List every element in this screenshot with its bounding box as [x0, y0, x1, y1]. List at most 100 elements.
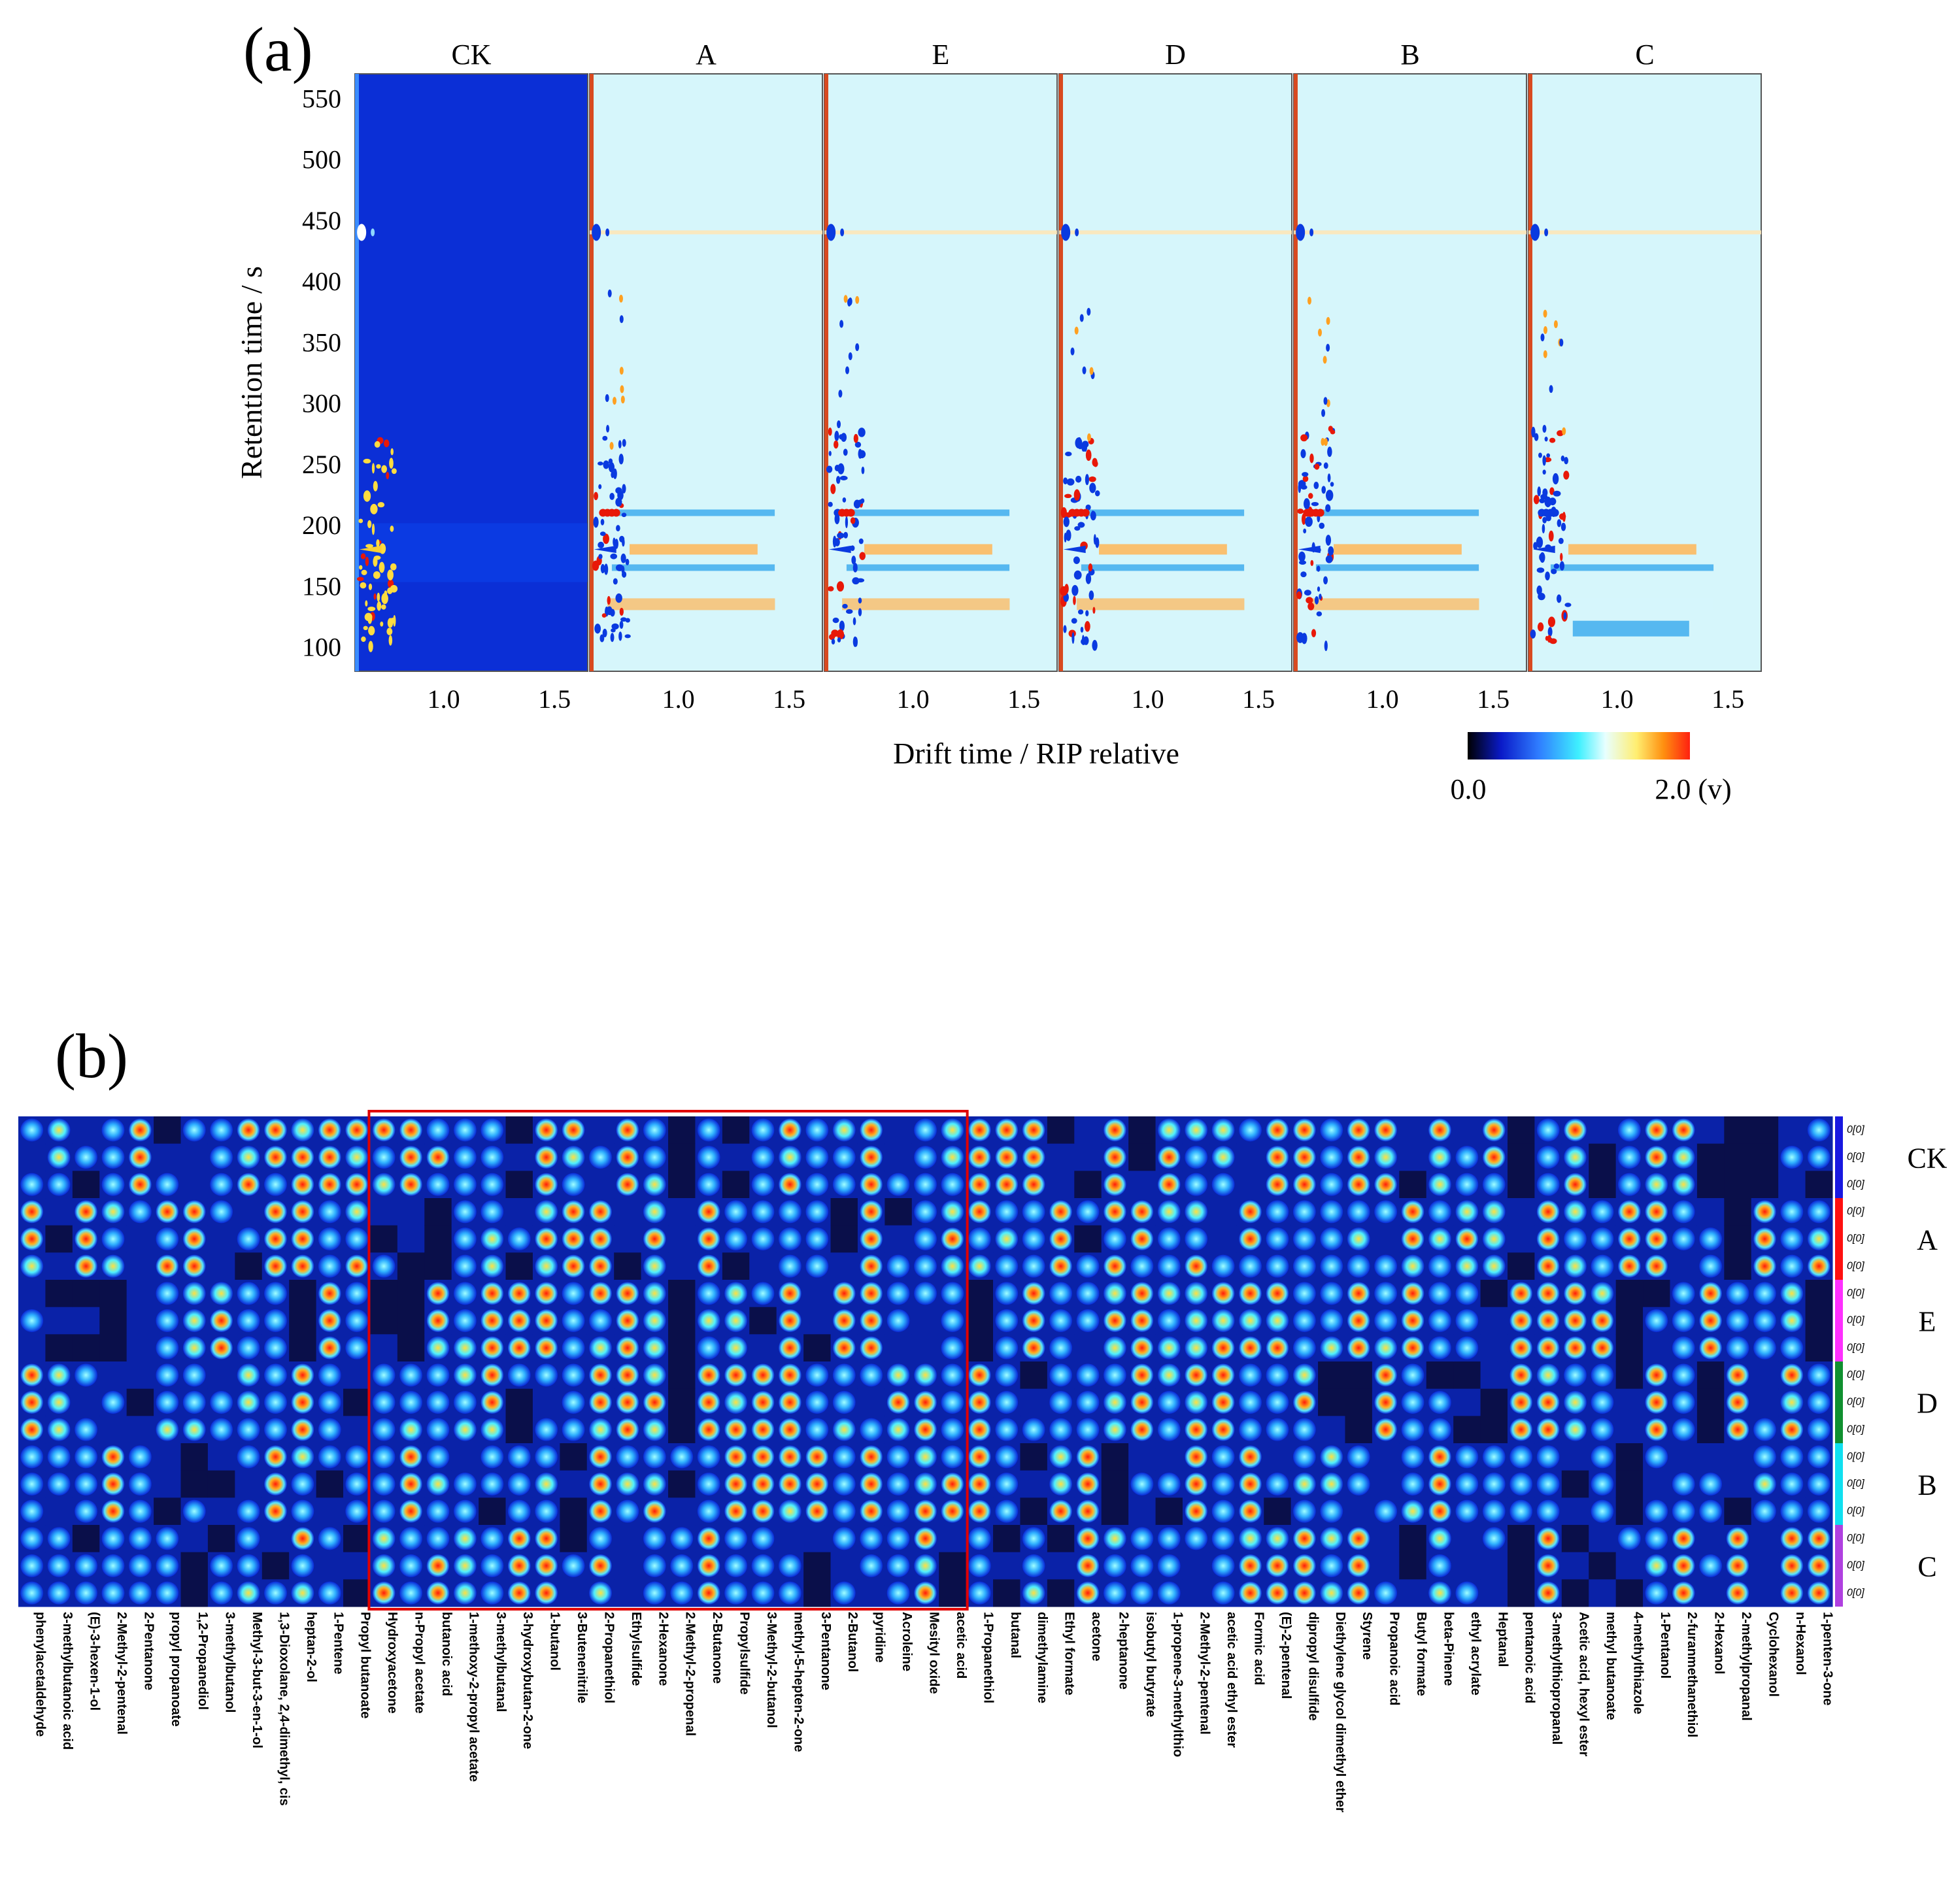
spot: [598, 554, 603, 560]
spot: [1066, 478, 1075, 486]
cell-spot: [535, 1554, 558, 1577]
cell-spot: [886, 1418, 910, 1441]
cell-spot: [1536, 1118, 1560, 1142]
cell-spot: [941, 1336, 964, 1360]
cell: [1209, 1198, 1238, 1226]
cell-spot: [1130, 1418, 1154, 1441]
spot-440-small: [1075, 228, 1079, 237]
cell-spot: [1157, 1527, 1181, 1550]
cell: [803, 1307, 832, 1335]
cell-spot: [1157, 1554, 1181, 1577]
cell-spot: [1076, 1282, 1100, 1305]
cell-spot: [507, 1309, 531, 1332]
spot: [1548, 530, 1554, 542]
cell-spot: [995, 1363, 1019, 1387]
cell-spot: [860, 1282, 883, 1305]
cell-spot: [832, 1391, 856, 1414]
cell-spot: [426, 1282, 450, 1305]
cell-spot: [1509, 1309, 1533, 1332]
cell-spot: [426, 1391, 450, 1414]
cell-spot: [1672, 1391, 1695, 1414]
spot-440: [826, 224, 836, 241]
cell-spot: [832, 1173, 856, 1196]
cell-spot: [968, 1118, 991, 1142]
cell-spot: [1104, 1228, 1126, 1250]
cell-spot: [589, 1254, 612, 1278]
spot: [388, 635, 393, 646]
cell-spot: [941, 1473, 964, 1495]
cell-spot: [616, 1118, 639, 1142]
group-label: A: [1917, 1224, 1938, 1256]
spot: [390, 563, 397, 571]
cell: [1480, 1280, 1508, 1308]
cell: [1751, 1388, 1779, 1416]
cell-spot: [1726, 1581, 1749, 1605]
cell-spot: [1591, 1499, 1614, 1523]
cell-spot: [751, 1200, 775, 1224]
cell: [614, 1225, 642, 1253]
spot-upper: [1323, 356, 1327, 364]
cell: [126, 1388, 154, 1416]
spot: [1314, 596, 1319, 605]
cell-spot: [1455, 1173, 1479, 1196]
cell-spot: [237, 1499, 260, 1523]
cell-spot: [101, 1391, 125, 1414]
cell-spot: [237, 1581, 260, 1605]
cell-spot: [1591, 1473, 1614, 1495]
cell-spot: [210, 1146, 233, 1169]
compound-label: methyl butanoate: [1604, 1612, 1618, 1720]
cell-spot: [318, 1228, 341, 1250]
cell-spot: [507, 1554, 531, 1577]
cell-spot: [1564, 1228, 1587, 1250]
cell-spot: [535, 1200, 558, 1224]
spot-upper: [839, 320, 844, 328]
cell-spot: [1347, 1228, 1370, 1250]
spot-upper: [1542, 424, 1547, 433]
spot: [1077, 522, 1085, 528]
x-tick-label: 1.5: [1477, 684, 1509, 714]
cell-spot: [47, 1146, 71, 1169]
cell-spot: [1617, 1146, 1641, 1169]
spot: [622, 571, 627, 578]
cell-spot: [941, 1146, 964, 1169]
cell-spot: [589, 1146, 612, 1169]
cell: [885, 1198, 913, 1226]
cell-spot: [1292, 1473, 1316, 1495]
cell: [126, 1280, 154, 1308]
spot: [390, 526, 394, 532]
cell-spot: [75, 1146, 97, 1169]
cell-spot: [751, 1554, 775, 1577]
cell-spot: [128, 1473, 152, 1495]
spot: [599, 634, 605, 643]
cell-spot: [101, 1554, 125, 1577]
cell-spot: [968, 1581, 991, 1605]
cell-spot: [1428, 1554, 1451, 1577]
cell-spot: [1104, 1418, 1126, 1441]
cell-spot: [20, 1445, 44, 1469]
cell-spot: [1049, 1254, 1072, 1278]
cell-spot: [318, 1118, 341, 1142]
cell-spot: [643, 1254, 666, 1278]
cell-spot: [1780, 1228, 1804, 1250]
cell-spot: [697, 1282, 720, 1305]
cell-spot: [562, 1146, 585, 1169]
cell-spot: [372, 1254, 396, 1278]
cell-spot: [670, 1527, 694, 1550]
spot: [1557, 594, 1562, 603]
cell-spot: [697, 1254, 720, 1278]
x-axis-title: Drift time / RIP relative: [893, 737, 1179, 770]
spot: [1093, 534, 1096, 545]
cell-spot: [1672, 1173, 1695, 1196]
cell-spot: [535, 1418, 558, 1441]
sample-panel: CK1.0 1.5: [354, 39, 588, 714]
cell-spot: [697, 1554, 720, 1577]
cell: [966, 1334, 994, 1362]
cell-spot: [697, 1309, 720, 1332]
spot: [377, 601, 382, 611]
spot-upper: [1323, 397, 1328, 405]
cell-spot: [1591, 1309, 1614, 1332]
cell-spot: [237, 1527, 260, 1550]
cell-spot: [345, 1473, 369, 1495]
sample-label: B: [1400, 39, 1419, 71]
cell: [939, 1525, 967, 1553]
